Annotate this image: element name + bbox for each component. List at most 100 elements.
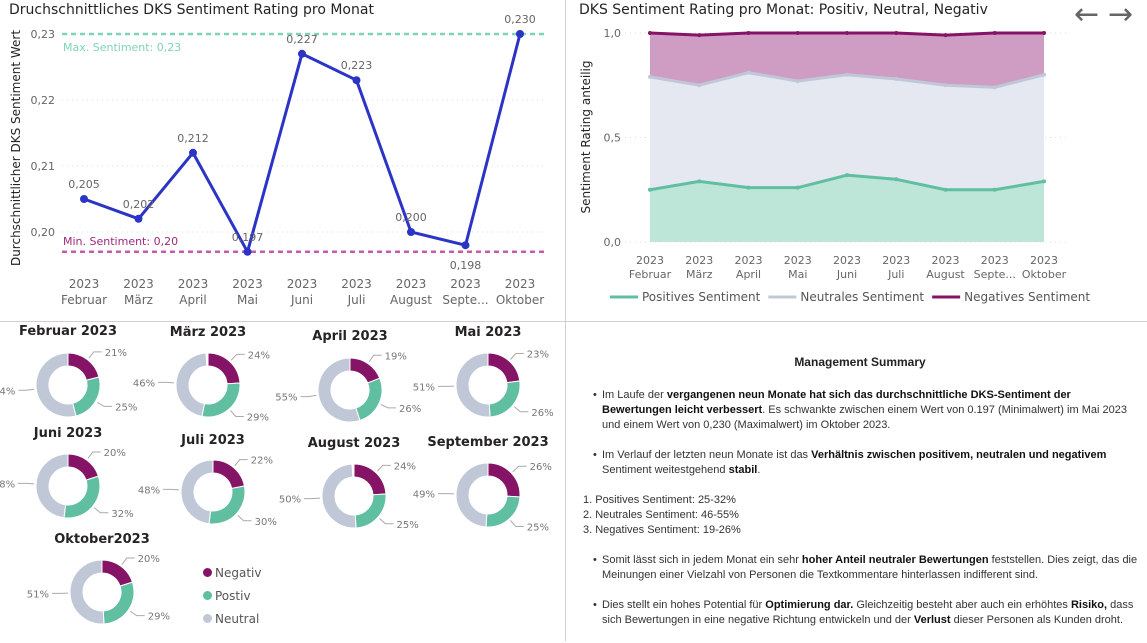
- data-point: [944, 33, 948, 37]
- data-point: [747, 31, 751, 35]
- donut-title: Oktober2023: [54, 532, 150, 547]
- donut-segment-neutral: [322, 464, 356, 528]
- bold-text: stabil: [729, 464, 758, 476]
- leader-line: [510, 521, 523, 527]
- x-tick-year: 2023: [505, 277, 536, 291]
- donut-title: September 2023: [427, 435, 548, 450]
- text: Im Laufe der: [602, 389, 667, 401]
- leader-line: [231, 354, 244, 360]
- legend-item-postiv[interactable]: Postiv: [203, 585, 261, 608]
- summary-list: 1. Positives Sentiment: 25-32% 2. Neutra…: [580, 493, 1140, 538]
- legend-label: Postiv: [215, 589, 251, 603]
- donut-title: August 2023: [308, 436, 401, 451]
- legend-dot: [203, 568, 212, 577]
- data-point: [648, 188, 652, 192]
- donut-segment-negative: [102, 560, 132, 586]
- x-tick-year: 2023: [833, 254, 861, 267]
- x-tick-month: Septe...: [974, 268, 1016, 281]
- y-tick-label: 0,23: [31, 28, 56, 41]
- bold-text: hoher Anteil neutraler Bewertungen: [802, 554, 989, 566]
- leader-line: [18, 389, 34, 390]
- x-tick-month: Juni: [836, 268, 857, 281]
- data-point: [796, 79, 800, 83]
- donut-label-neutral: 55%: [275, 393, 297, 404]
- data-point: [697, 179, 701, 183]
- x-tick-month: April: [179, 293, 206, 307]
- donut-segment-neutral: [70, 560, 104, 624]
- x-tick-month: April: [736, 268, 761, 281]
- donut-label-negative: 24%: [394, 461, 416, 472]
- leader-line: [163, 489, 179, 490]
- list-item: 1. Positives Sentiment: 25-32%: [583, 493, 1140, 508]
- divider-horizontal: [0, 321, 1147, 322]
- leader-line: [513, 466, 527, 471]
- data-point: [648, 75, 652, 79]
- data-label: 0,198: [450, 259, 482, 272]
- text: Gleichzeitig besteht aber auch ein erhöh…: [853, 599, 1071, 611]
- leader-line: [158, 382, 174, 383]
- donut-title: April 2023: [312, 329, 387, 344]
- legend-item-negativ[interactable]: Negativ: [203, 562, 261, 585]
- x-tick-month: Oktober: [496, 293, 544, 307]
- max-reference-label: Max. Sentiment: 0,23: [63, 41, 181, 54]
- donut-segment-neutral: [456, 463, 488, 527]
- data-point: [796, 186, 800, 190]
- legend-label: Negativ: [215, 566, 261, 580]
- x-tick-year: 2023: [685, 254, 713, 267]
- data-point: [747, 186, 751, 190]
- donut-title: Juli 2023: [180, 433, 245, 448]
- x-tick-month: März: [686, 268, 713, 281]
- x-tick-month: Juli: [887, 268, 904, 281]
- donut-segment-neutral: [456, 353, 490, 417]
- donut-label-neutral: 46%: [133, 378, 155, 389]
- data-point: [516, 30, 524, 38]
- leader-line: [380, 518, 394, 523]
- x-tick-month: Oktober: [1022, 268, 1067, 281]
- leader-line: [369, 355, 381, 362]
- legend-item-neutral[interactable]: Neutral: [203, 608, 261, 631]
- leader-line: [18, 483, 34, 484]
- donut-label-negative: 21%: [105, 348, 127, 359]
- data-label: 0,227: [286, 33, 318, 46]
- donut-label-negative: 26%: [530, 462, 552, 473]
- data-point: [747, 71, 751, 75]
- data-point: [697, 33, 701, 37]
- donut-segment-negative: [68, 454, 98, 480]
- x-tick-year: 2023: [178, 277, 209, 291]
- data-label: 0,202: [123, 198, 155, 211]
- bold-text: Verhältnis zwischen positivem, neutralen…: [811, 449, 1106, 461]
- text: Somit lässt sich in jedem Monat ein sehr: [602, 554, 802, 566]
- donut-segment-negative: [208, 353, 240, 384]
- donut-segment-neutral: [181, 460, 213, 524]
- data-point: [1042, 73, 1046, 77]
- donut-segment-positive: [64, 476, 100, 518]
- x-tick-month: Septe...: [442, 293, 488, 307]
- donut-segment-negative: [350, 358, 380, 383]
- leader-line: [88, 452, 101, 458]
- neutral-area: [650, 73, 1044, 190]
- leader-line: [122, 558, 135, 564]
- x-tick-month: August: [926, 268, 965, 281]
- text: Im Verlauf der letzten neun Monate ist d…: [602, 449, 811, 461]
- leader-line: [94, 508, 108, 513]
- data-point: [353, 76, 361, 84]
- legend-label: Neutral: [215, 612, 259, 626]
- legend-dot: [203, 614, 212, 623]
- x-tick-month: Mai: [788, 268, 807, 281]
- y-axis-label: Sentiment Rating anteilig: [579, 60, 593, 213]
- data-point: [407, 228, 415, 236]
- data-point: [845, 31, 849, 35]
- donut-label-negative: 20%: [138, 554, 160, 565]
- leader-line: [89, 352, 102, 358]
- data-point: [993, 188, 997, 192]
- donut-label-positive: 29%: [247, 413, 269, 424]
- x-tick-year: 2023: [450, 277, 481, 291]
- data-point: [1042, 31, 1046, 35]
- donut-segment-negative: [213, 460, 244, 488]
- legend-label: Negatives Sentiment: [964, 290, 1090, 304]
- y-tick-label: 0,20: [31, 226, 56, 239]
- leader-line: [130, 611, 145, 615]
- data-point: [894, 31, 898, 35]
- text: Sentiment weitestgehend: [602, 464, 729, 476]
- management-summary: Management Summary Im Laufe der vergange…: [580, 355, 1140, 643]
